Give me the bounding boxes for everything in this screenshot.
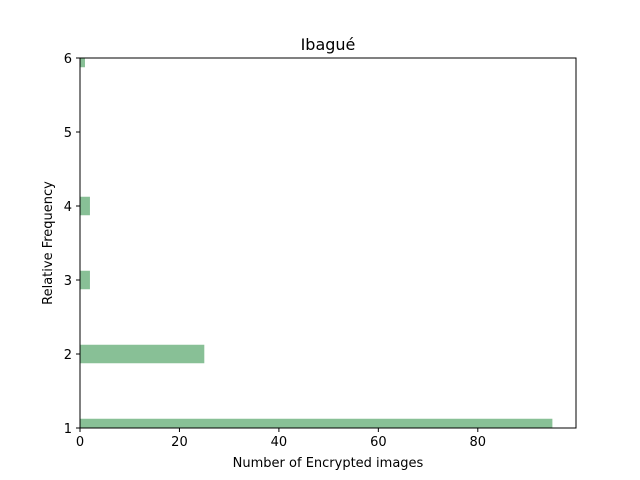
x-tick-label-2: 40: [271, 435, 288, 450]
bar-1: [80, 344, 205, 364]
bar-5: [80, 58, 85, 68]
y-tick-label-0: 1: [64, 422, 72, 437]
x-tick-label-1: 20: [171, 435, 188, 450]
y-tick-label-3: 4: [64, 200, 72, 215]
y-tick-label-5: 6: [64, 52, 72, 67]
chart-title: Ibagué: [301, 35, 356, 54]
y-axis: 1 2 3 4 5 6: [64, 52, 80, 437]
bar-2: [80, 270, 90, 290]
bar-3: [80, 196, 90, 216]
plot-frame: [79, 57, 577, 429]
x-axis-label: Number of Encrypted images: [233, 456, 424, 471]
x-tick-label-0: 0: [76, 435, 84, 450]
y-tick-label-2: 3: [64, 274, 72, 289]
y-axis-label: Relative Frequency: [41, 181, 56, 305]
x-axis: 0 20 40 60 80: [76, 428, 486, 450]
bar-0: [80, 418, 553, 428]
x-tick-label-4: 80: [470, 435, 487, 450]
y-tick-label-4: 5: [64, 126, 72, 141]
x-tick-label-3: 60: [370, 435, 387, 450]
bars-group: [80, 58, 553, 428]
y-tick-label-1: 2: [64, 348, 72, 363]
